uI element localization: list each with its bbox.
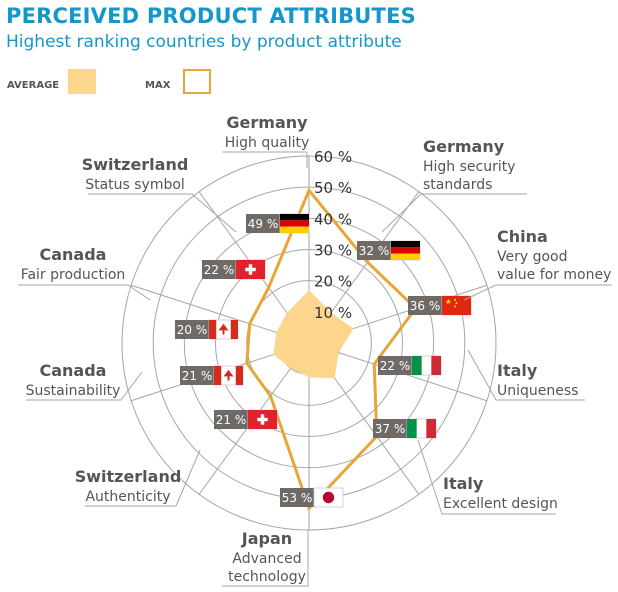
value-badge-bg — [202, 260, 236, 279]
attribute-label: High quality — [225, 135, 310, 151]
value-badge-bg — [408, 296, 442, 315]
attribute-label: Very good — [497, 249, 568, 265]
attribute-label: Excellent design — [443, 496, 558, 512]
germany-flag-icon — [390, 240, 421, 261]
legend-average-swatch — [68, 69, 96, 94]
attribute-label: Fair production — [21, 267, 126, 283]
attribute-label: Authenticity — [85, 489, 170, 505]
category-label: Canada Fair production — [18, 245, 151, 301]
value-label: 36 % — [410, 299, 441, 313]
country-label: Switzerland — [82, 155, 189, 174]
value-badge: 21 % — [214, 409, 278, 430]
japan-flag-icon — [313, 487, 344, 508]
value-label: 22 % — [204, 263, 235, 277]
value-badge: 21 % — [180, 365, 244, 386]
leader-line — [467, 349, 585, 401]
country-label: Germany — [423, 137, 505, 156]
italy-flag-icon — [406, 418, 437, 439]
value-label: 21 % — [182, 369, 213, 383]
attribute-label: standards — [423, 177, 492, 193]
value-badge: 20 % — [175, 319, 239, 340]
r-tick-label: 40 % — [314, 210, 352, 228]
switzerland-flag-icon — [247, 409, 278, 430]
value-label: 32 % — [359, 244, 390, 258]
legend-average-label: AVERAGE — [7, 80, 60, 91]
country-label: Canada — [40, 245, 107, 264]
country-label: Canada — [40, 361, 107, 380]
attribute-label: High security — [423, 159, 516, 175]
value-label: 49 % — [248, 217, 279, 231]
legend-max-swatch — [183, 69, 211, 94]
category-label: Japan Advanced technology — [222, 529, 309, 587]
germany-flag-icon — [279, 213, 310, 234]
value-label: 21 % — [216, 413, 247, 427]
attribute-label: technology — [228, 569, 306, 585]
value-label: 20 % — [177, 323, 208, 337]
value-label: 37 % — [375, 422, 406, 436]
r-tick-label: 50 % — [314, 179, 352, 197]
leader-line — [417, 439, 556, 515]
country-label: Italy — [497, 361, 538, 380]
attribute-label: value for money — [497, 267, 611, 283]
leader-line — [463, 284, 612, 301]
china-flag-icon — [441, 295, 472, 316]
leader-line — [26, 371, 143, 401]
series-average-area — [273, 290, 354, 379]
leader-line — [222, 151, 308, 168]
country-label: Italy — [443, 474, 484, 493]
series-max-line — [245, 187, 418, 512]
value-label: 53 % — [282, 491, 313, 505]
category-label: Canada Sustainability — [26, 361, 143, 401]
switzerland-flag-icon — [235, 259, 266, 280]
value-badge-bg — [180, 366, 214, 385]
leader-line — [381, 193, 527, 233]
country-label: Japan — [241, 529, 292, 548]
category-label: China Very good value for money — [463, 227, 612, 301]
italy-flag-icon — [411, 355, 442, 376]
r-tick-label: 30 % — [314, 242, 352, 260]
value-badge: 32 % — [357, 240, 421, 261]
r-tick-label: 20 % — [314, 273, 352, 291]
r-tick-label: 60 % — [314, 148, 352, 166]
category-label: Germany High security standards — [381, 137, 527, 233]
value-badge: 37 % — [373, 418, 437, 439]
value-badge-bg — [373, 419, 407, 438]
category-label: Germany High quality — [222, 113, 309, 168]
category-label: Switzerland Status symbol — [82, 155, 237, 233]
value-badge-bg — [246, 214, 280, 233]
value-badge: 36 % — [408, 295, 472, 316]
category-label: Italy Excellent design — [417, 439, 558, 515]
country-label: Germany — [226, 113, 308, 132]
attribute-label: Sustainability — [26, 383, 121, 399]
chart-subtitle: Highest ranking countries by product att… — [6, 32, 402, 52]
canada-flag-icon — [213, 365, 244, 386]
value-badge: 53 % — [280, 487, 344, 508]
value-badge-bg — [214, 410, 248, 429]
attribute-label: Status symbol — [85, 177, 185, 193]
canada-flag-icon — [208, 319, 239, 340]
category-label: Italy Uniqueness — [467, 349, 585, 401]
value-badge: 49 % — [246, 213, 310, 234]
category-label: Switzerland Authenticity — [75, 449, 201, 507]
chart-title: PERCEIVED PRODUCT ATTRIBUTES — [6, 4, 416, 28]
country-label: China — [497, 227, 548, 246]
value-badge-bg — [175, 320, 209, 339]
value-badge-bg — [357, 241, 391, 260]
value-badge: 22 % — [378, 355, 442, 376]
value-label: 22 % — [380, 359, 411, 373]
leader-line — [18, 284, 151, 301]
value-badge-bg — [378, 356, 412, 375]
value-badge-bg — [280, 488, 314, 507]
legend-max-label: MAX — [145, 80, 171, 91]
country-label: Switzerland — [75, 467, 182, 486]
leader-line — [222, 530, 309, 587]
leader-line — [88, 193, 237, 233]
value-badge: 22 % — [202, 259, 266, 280]
attribute-label: Uniqueness — [497, 383, 578, 399]
leader-line — [85, 449, 201, 507]
attribute-label: Advanced — [232, 551, 301, 567]
r-tick-label: 10 % — [314, 304, 352, 322]
